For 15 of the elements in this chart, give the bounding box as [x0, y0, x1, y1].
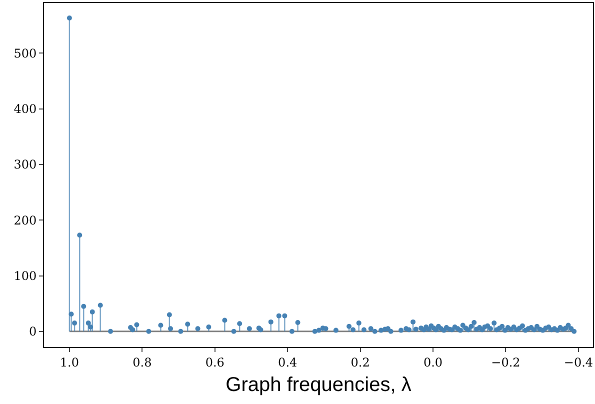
- x-tick-label: 0.2: [350, 355, 370, 370]
- x-tick-label: 0.6: [205, 355, 224, 370]
- x-axis-title: Graph frequencies, λ: [226, 374, 412, 396]
- x-tick-label: 0.0: [423, 355, 443, 370]
- y-tick-label: 400: [14, 102, 37, 116]
- y-tick-label: 100: [14, 268, 37, 283]
- x-tick-label: 0.4: [278, 355, 298, 370]
- y-tick-label: 0: [28, 324, 37, 339]
- y-tick-label: 300: [14, 158, 37, 172]
- x-tick-label: −0.2: [491, 355, 520, 370]
- x-tick-label: −0.4: [564, 355, 594, 370]
- x-tick-label: 0.8: [132, 355, 152, 370]
- y-tick-label: 500: [14, 46, 37, 60]
- y-tick-label: 200: [14, 213, 37, 228]
- x-tick-label: 1.0: [60, 355, 79, 370]
